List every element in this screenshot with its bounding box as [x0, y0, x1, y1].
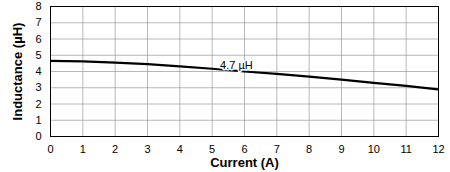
svg-text:5: 5: [209, 143, 215, 155]
svg-text:8: 8: [35, 0, 41, 12]
svg-text:4: 4: [177, 143, 183, 155]
svg-text:5: 5: [35, 49, 41, 61]
svg-text:11: 11: [400, 143, 411, 155]
svg-text:Current (A): Current (A): [210, 155, 279, 170]
svg-text:4.7 µH: 4.7 µH: [220, 59, 253, 71]
svg-text:8: 8: [306, 143, 312, 155]
svg-text:0: 0: [35, 130, 41, 142]
svg-text:Inductance (µH): Inductance (µH): [10, 23, 25, 121]
svg-text:10: 10: [368, 143, 380, 155]
svg-text:7: 7: [35, 16, 41, 28]
svg-text:3: 3: [144, 143, 150, 155]
svg-text:4: 4: [35, 65, 41, 77]
svg-text:2: 2: [35, 98, 41, 110]
svg-text:7: 7: [274, 143, 280, 155]
svg-text:3: 3: [35, 81, 41, 93]
svg-text:9: 9: [338, 143, 344, 155]
svg-text:2: 2: [112, 143, 118, 155]
svg-text:1: 1: [80, 143, 86, 155]
svg-text:6: 6: [35, 33, 41, 45]
svg-text:12: 12: [432, 143, 444, 155]
svg-text:0: 0: [47, 143, 53, 155]
svg-text:1: 1: [35, 114, 41, 126]
svg-text:6: 6: [241, 143, 247, 155]
